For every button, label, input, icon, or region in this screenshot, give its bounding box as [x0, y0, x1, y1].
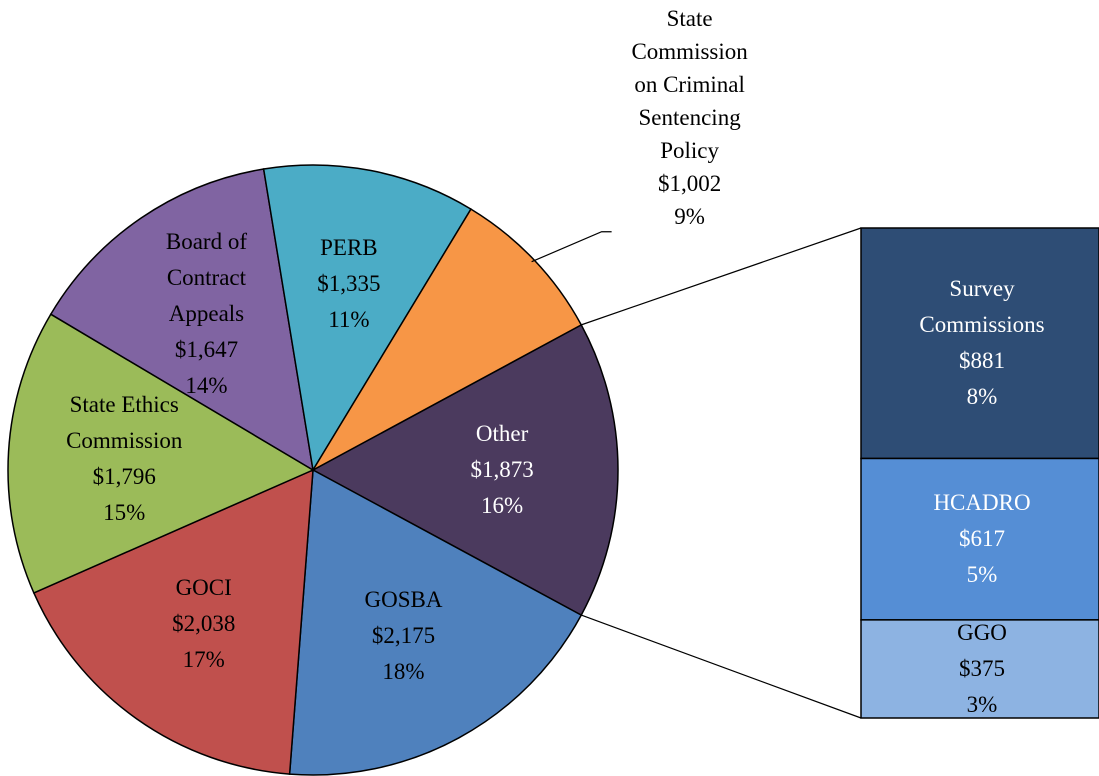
pie-slice	[262, 164, 472, 473]
label-name: Survey Commissions	[919, 276, 1045, 338]
data-label: State Ethics Commission $1,796 15%	[39, 387, 209, 531]
label-percent: 8%	[966, 384, 998, 410]
label-name: Board of Contract Appeals	[165, 228, 247, 326]
data-label: GGO $375 3%	[897, 615, 1067, 723]
label-percent: 11%	[328, 307, 370, 333]
bar-segment	[860, 619, 1099, 719]
connector-line	[581, 227, 862, 326]
pie-slice	[288, 468, 583, 776]
label-percent: 5%	[966, 562, 998, 588]
data-label: GOCI $2,038 17%	[129, 570, 279, 678]
label-value: $2,038	[172, 611, 236, 637]
label-value: $881	[959, 348, 1005, 374]
pie-slice	[7, 313, 315, 594]
label-percent: 17%	[182, 647, 225, 673]
label-percent: 18%	[382, 659, 425, 685]
data-label: Other $1,873 16%	[427, 416, 577, 524]
pie-slice	[310, 208, 583, 472]
label-name: State Commission on Criminal Sentencing …	[631, 6, 748, 163]
label-value: $1,647	[174, 336, 239, 362]
label-percent: 3%	[966, 691, 998, 717]
leader-line	[531, 231, 612, 263]
pie-slice	[311, 323, 619, 617]
label-value: $1,002	[657, 171, 722, 196]
data-label: HCADRO $617 5%	[897, 485, 1067, 593]
bar-segment	[860, 457, 1099, 621]
label-percent: 9%	[674, 204, 705, 229]
label-value: $1,796	[92, 463, 156, 489]
data-label: State Commission on Criminal Sentencing …	[620, 2, 760, 233]
pie-slice	[32, 468, 314, 775]
label-value: $1,873	[470, 457, 534, 482]
label-name: GOSBA	[364, 587, 443, 613]
connector-line	[581, 614, 862, 719]
label-value: $1,335	[317, 271, 381, 297]
label-percent: 16%	[481, 493, 524, 518]
label-percent: 15%	[103, 499, 146, 525]
label-name: GOCI	[175, 575, 232, 601]
data-label: PERB $1,335 11%	[274, 230, 424, 338]
label-value: $617	[959, 526, 1005, 552]
label-name: GGO	[957, 619, 1007, 645]
label-name: Other	[475, 421, 529, 446]
label-percent: 14%	[185, 372, 228, 398]
label-value: $2,175	[371, 623, 436, 649]
pie-slice	[49, 168, 315, 472]
label-name: State Ethics Commission	[66, 391, 183, 453]
data-label: Survey Commissions $881 8%	[897, 271, 1067, 415]
data-label: Board of Contract Appeals $1,647 14%	[151, 224, 261, 404]
label-name: PERB	[320, 235, 378, 261]
data-label: GOSBA $2,175 18%	[329, 582, 479, 690]
label-value: $375	[959, 655, 1005, 681]
label-name: HCADRO	[933, 490, 1031, 516]
